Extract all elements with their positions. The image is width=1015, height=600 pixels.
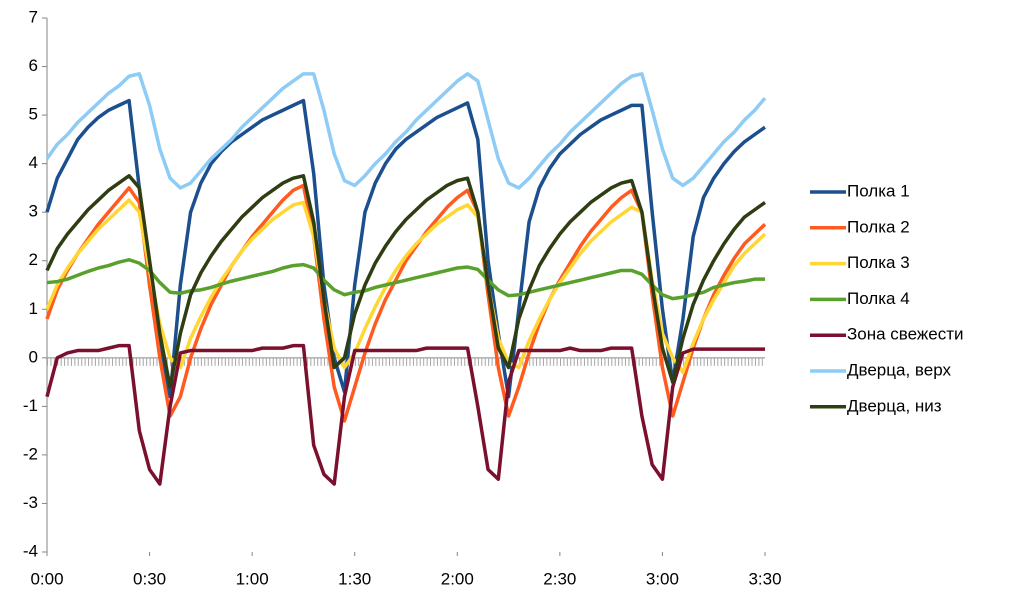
series-line [45, 98, 767, 399]
legend-label: Полка 1 [847, 181, 910, 200]
x-tick-label: 2:00 [441, 569, 474, 588]
series-line [45, 174, 767, 389]
y-tick-label: -4 [23, 541, 38, 560]
y-tick-label: 7 [29, 7, 38, 26]
y-tick-label: -3 [23, 493, 38, 512]
x-tick-label: 3:00 [646, 569, 679, 588]
x-tick-label: 0:30 [133, 569, 166, 588]
legend-label: Полка 4 [847, 289, 910, 308]
y-tick-label: 0 [29, 347, 38, 366]
x-tick-label: 1:30 [338, 569, 371, 588]
series-line [45, 343, 765, 486]
x-tick-label: 2:30 [543, 569, 576, 588]
x-tick-label: 3:30 [748, 569, 781, 588]
legend-label: Полка 3 [847, 253, 910, 272]
legend-label: Зона свежести [847, 325, 964, 344]
y-tick-label: 5 [29, 105, 38, 124]
legend-label: Дверца, верх [847, 360, 951, 379]
y-tick-label: -1 [23, 396, 38, 415]
y-tick-label: -2 [23, 444, 38, 463]
y-tick-label: 4 [29, 153, 38, 172]
series-line [46, 258, 765, 301]
x-tick-label: 0:00 [30, 569, 63, 588]
y-tick-label: 6 [29, 56, 38, 75]
x-tick-label: 1:00 [236, 569, 269, 588]
legend-label: Полка 2 [847, 217, 910, 236]
series-line [45, 72, 767, 190]
y-tick-label: 1 [29, 299, 38, 318]
y-tick-label: 2 [29, 250, 38, 269]
y-tick-label: 3 [29, 202, 38, 221]
legend-label: Дверца, низ [847, 396, 942, 415]
